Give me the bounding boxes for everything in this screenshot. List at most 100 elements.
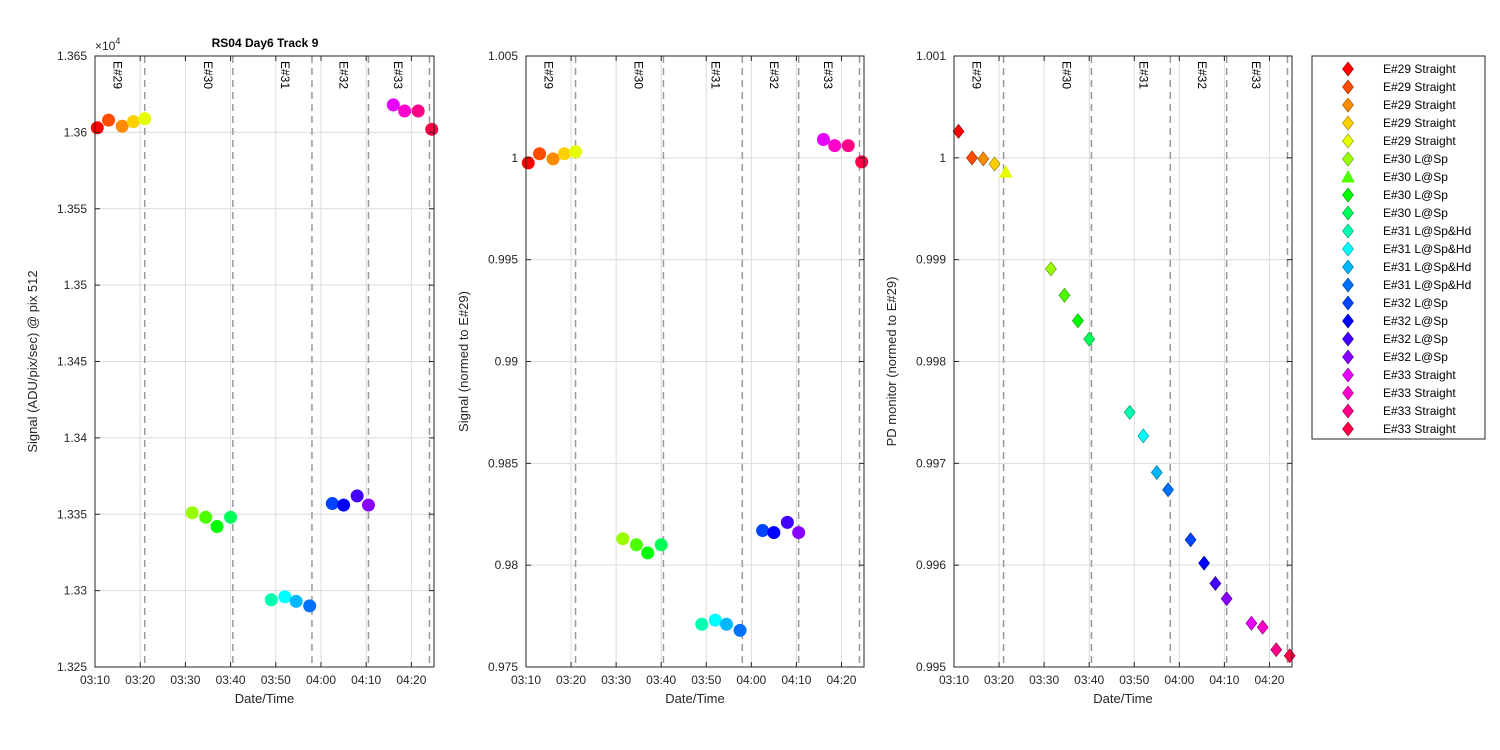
legend-entry: E#30 L@Sp — [1342, 187, 1448, 203]
data-point — [695, 617, 709, 631]
legend-label: E#29 Straight — [1383, 134, 1456, 148]
x-axis-label: Date/Time — [665, 691, 724, 706]
x-tick-label: 03:10 — [939, 673, 969, 687]
legend-entry: E#33 Straight — [1342, 385, 1456, 401]
data-point — [792, 526, 806, 540]
x-tick-label: 03:40 — [646, 673, 676, 687]
data-point — [841, 139, 855, 153]
data-point — [708, 613, 722, 627]
legend-marker — [1342, 151, 1354, 167]
data-point — [224, 510, 238, 524]
legend-label: E#29 Straight — [1383, 80, 1456, 94]
chart-panel-2: E#29 E#30 E#31 E#32 E#33 0.975 0.98 0.985 0.99 0.… — [456, 49, 869, 706]
data-point — [1184, 532, 1197, 548]
legend-label: E#32 L@Sp — [1383, 332, 1448, 346]
y-tick-label: 1.325 — [57, 660, 87, 674]
data-point — [1209, 576, 1222, 591]
data-point — [1083, 331, 1096, 347]
data-point — [1123, 404, 1136, 420]
data-point — [289, 594, 303, 608]
legend-label: E#33 Straight — [1383, 422, 1456, 436]
legend-marker — [1341, 169, 1355, 183]
legend-marker — [1342, 295, 1354, 311]
legend-entry: E#32 L@Sp — [1342, 313, 1448, 329]
y-tick-label: 1.365 — [57, 49, 87, 63]
legend-label: E#30 L@Sp — [1383, 152, 1448, 166]
data-point — [398, 104, 412, 118]
legend-marker — [1342, 241, 1354, 257]
data-point — [629, 538, 643, 552]
data-point — [816, 133, 830, 147]
x-axis-label: Date/Time — [1093, 691, 1152, 706]
y-tick-label: 1.34 — [64, 431, 88, 445]
data-point — [185, 506, 199, 520]
data-point — [767, 526, 781, 540]
legend-marker — [1342, 313, 1354, 329]
legend-marker — [1342, 403, 1354, 419]
figure-title: RS04 Day6 Track 9 — [212, 36, 319, 50]
y-tick-label: 1.36 — [64, 125, 88, 139]
data-point — [1072, 313, 1084, 329]
legend-label: E#31 L@Sp&Hd — [1383, 242, 1471, 256]
legend-entry: E#31 L@Sp&Hd — [1342, 241, 1471, 257]
data-point — [1256, 619, 1269, 635]
epoch-label: E#30 — [632, 61, 646, 89]
legend-entry: E#33 Straight — [1342, 403, 1456, 419]
data-point — [1270, 642, 1283, 658]
x-tick-label: 03:20 — [556, 673, 586, 687]
data-point — [521, 156, 535, 170]
x-tick-label: 03:30 — [1029, 673, 1059, 687]
data-point — [115, 119, 129, 133]
x-tick-label: 04:10 — [781, 673, 811, 687]
data-point — [1162, 482, 1174, 498]
legend-entry: E#33 Straight — [1342, 367, 1456, 383]
data-point — [756, 524, 770, 538]
epoch-label: E#29 — [542, 61, 556, 89]
legend-label: E#31 L@Sp&Hd — [1383, 278, 1471, 292]
data-points — [952, 123, 1296, 664]
x-tick-label: 04:20 — [826, 673, 856, 687]
y-axis-label: Signal (ADU/pix/sec) @ pix 512 — [25, 270, 40, 452]
y-tick-label: 1 — [511, 151, 518, 165]
data-point — [557, 147, 571, 161]
data-point — [855, 155, 869, 169]
data-point — [411, 104, 425, 118]
legend-marker — [1342, 223, 1354, 239]
data-point — [546, 152, 560, 166]
legend-marker — [1342, 385, 1354, 401]
x-tick-label: 03:20 — [984, 673, 1014, 687]
x-tick-label: 04:10 — [1209, 673, 1239, 687]
data-point — [303, 599, 317, 613]
y-tick-label: 1.355 — [57, 202, 87, 216]
data-point — [1058, 287, 1071, 303]
data-point — [616, 532, 630, 546]
epoch-label: E#30 — [201, 61, 215, 89]
x-tick-label: 03:10 — [80, 673, 110, 687]
data-point — [533, 147, 547, 161]
data-point — [361, 498, 375, 512]
legend-marker — [1342, 259, 1354, 275]
legend-label: E#30 L@Sp — [1383, 206, 1448, 220]
legend-marker — [1342, 421, 1354, 437]
legend-entry: E#33 Straight — [1342, 421, 1456, 437]
legend-entry: E#29 Straight — [1342, 115, 1456, 131]
data-point — [1245, 615, 1258, 631]
data-point — [1137, 428, 1150, 444]
y-tick-label: 0.996 — [916, 558, 946, 572]
y-tick-label: 0.995 — [916, 660, 946, 674]
epoch-label: E#32 — [337, 61, 351, 89]
y-tick-label: 0.99 — [495, 355, 519, 369]
epoch-label: E#29 — [970, 61, 984, 89]
legend-marker — [1342, 205, 1354, 221]
data-point — [1198, 555, 1211, 571]
y-exponent-label: ×104 — [95, 36, 120, 53]
legend-marker — [1342, 349, 1354, 365]
y-tick-label: 0.985 — [488, 456, 518, 470]
y-axis-label: Signal (normed to E#29) — [456, 291, 471, 432]
data-point — [780, 515, 794, 529]
x-tick-label: 04:20 — [396, 673, 426, 687]
data-point — [425, 122, 439, 136]
legend-label: E#32 L@Sp — [1383, 314, 1448, 328]
y-tick-label: 1.335 — [57, 507, 87, 521]
epoch-label: E#32 — [767, 61, 781, 89]
